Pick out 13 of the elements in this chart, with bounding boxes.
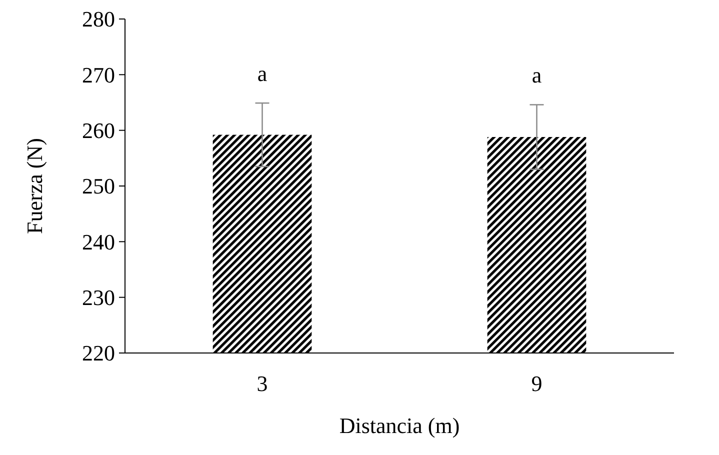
y-axis-title: Fuerza (N) [22, 138, 47, 234]
y-tick-label: 240 [82, 229, 115, 254]
x-tick-label: 3 [256, 371, 268, 396]
annotation: a [257, 61, 268, 86]
x-axis-title: Distancia (m) [339, 413, 460, 438]
y-tick-label: 260 [82, 118, 115, 144]
y-tick-label: 220 [82, 340, 115, 366]
y-tick-label: 230 [82, 285, 115, 310]
x-tick-label: 9 [531, 371, 542, 396]
annotation: a [532, 62, 542, 88]
y-tick-label: 250 [82, 174, 115, 199]
y-tick-label: 270 [82, 62, 115, 88]
y-tick-label: 280 [82, 6, 115, 32]
